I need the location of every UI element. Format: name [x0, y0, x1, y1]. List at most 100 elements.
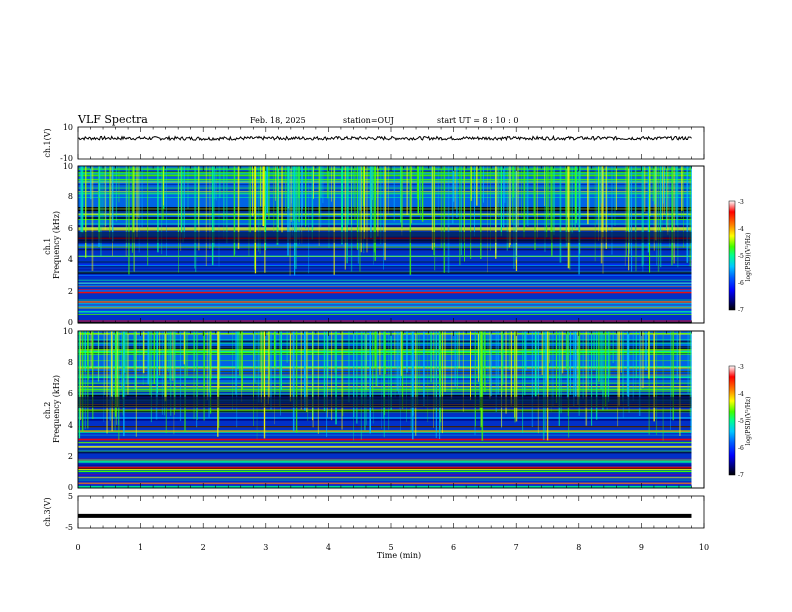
ch2-ytick-10: 10 [63, 327, 73, 336]
ch3-ytick-top: 5 [68, 492, 73, 501]
spectrogram-burst [208, 331, 210, 418]
spectrogram-burst [161, 331, 163, 415]
spectrogram-burst [279, 331, 280, 407]
ch2-cb-tick-5: -5 [738, 418, 744, 425]
spectrogram-burst [640, 331, 642, 390]
spectrogram-burst [691, 166, 692, 260]
spectrogram-burst [521, 166, 522, 218]
spectrogram-burst [686, 166, 689, 263]
start-time-label: start UT = 8 : 10 : 0 [437, 116, 518, 125]
spectrogram-burst [533, 166, 535, 216]
spectrogram-burst [274, 331, 275, 425]
spectrogram-burst [635, 331, 637, 391]
spectrogram-burst [683, 166, 684, 248]
spectrogram-burst [133, 331, 135, 371]
spectrogram-burst [390, 331, 392, 410]
time-tick-label: 2 [201, 543, 206, 552]
spectrogram-burst [566, 331, 569, 399]
spectrogram-burst [580, 166, 581, 219]
spectrogram-burst [546, 331, 549, 441]
spectrogram-burst [322, 166, 324, 204]
spectrogram-band [78, 482, 692, 485]
spectrogram-burst [214, 166, 216, 200]
spectrogram-burst [673, 166, 674, 216]
ch1-ytick-0: 0 [68, 318, 73, 327]
spectrogram-burst [135, 331, 137, 437]
spectrogram-burst [307, 331, 309, 421]
spectrogram-burst [662, 166, 663, 221]
spectrogram-burst [104, 166, 106, 230]
spectrogram-burst [675, 166, 677, 216]
spectrogram-burst [495, 331, 497, 412]
spectrogram-burst [346, 166, 348, 264]
spectrogram-burst [136, 166, 138, 238]
spectrogram-burst [496, 166, 498, 214]
spectrogram-burst [219, 166, 221, 198]
spectrogram-burst [248, 166, 250, 257]
spectrogram-burst [273, 331, 276, 368]
ch2-cb-tick-7: -7 [738, 472, 744, 479]
ch1-ytick-8: 8 [68, 192, 73, 201]
spectrogram-burst [317, 331, 319, 434]
spectrogram-burst [155, 331, 158, 420]
spectrogram-burst [289, 331, 292, 402]
spectrogram-burst [478, 331, 479, 382]
spectrogram-burst [527, 166, 529, 227]
spectrogram-band [78, 468, 692, 470]
spectrogram-burst [102, 166, 104, 228]
spectrogram-band [78, 461, 692, 463]
spectrogram-burst [210, 331, 212, 414]
spectrogram-burst [133, 166, 135, 272]
spectrogram-burst [198, 166, 200, 251]
spectrogram-burst [578, 331, 581, 400]
spectrogram-burst [434, 166, 435, 248]
spectrogram-burst [301, 166, 302, 235]
spectrogram-burst [174, 331, 175, 415]
spectrogram-burst [394, 331, 396, 367]
spectrogram-burst [645, 331, 647, 371]
spectrogram-burst [427, 331, 429, 423]
spectrogram-burst [187, 166, 189, 209]
time-tick-label: 0 [75, 543, 80, 552]
spectrogram-burst [636, 331, 637, 379]
spectrogram-burst [223, 166, 225, 221]
spectrogram-band [78, 476, 692, 479]
spectrogram-burst [437, 166, 439, 211]
spectrogram-burst [579, 331, 581, 390]
ch2-ytick-8: 8 [68, 358, 73, 367]
spectrogram-burst [689, 166, 691, 267]
spectrogram-burst [80, 166, 83, 233]
ch2-colorbar-label: log(PSD)(V²/Hz) [745, 397, 752, 446]
spectrogram-burst [565, 331, 568, 370]
spectrogram-burst [150, 331, 152, 423]
spectrogram-burst [406, 331, 407, 422]
spectrogram-burst [547, 166, 549, 218]
spectrogram-burst [384, 166, 387, 220]
spectrogram-burst [173, 331, 174, 380]
spectrogram-burst [353, 166, 355, 208]
spectrogram-burst [341, 166, 343, 230]
spectrogram-burst [267, 331, 269, 404]
time-tick-label: 4 [326, 543, 331, 552]
spectrogram-burst [372, 331, 374, 424]
spectrogram-burst [122, 331, 124, 399]
spectrogram-band [78, 479, 692, 481]
spectrogram-burst [359, 166, 361, 272]
spectrogram-burst [141, 166, 143, 229]
spectrogram-burst [415, 331, 417, 436]
spectrogram-burst [364, 331, 366, 431]
spectrogram-burst [441, 331, 443, 434]
spectrogram-burst [484, 331, 486, 393]
spectrogram-burst [350, 166, 353, 272]
spectrogram-burst [294, 166, 296, 276]
spectrogram-burst [454, 331, 456, 387]
spectrogram-burst [237, 331, 239, 369]
spectrogram-band [78, 303, 692, 304]
spectrogram-burst [474, 166, 475, 237]
spectrogram-burst [649, 166, 651, 216]
ch2-ylabel-channel: ch.2 [43, 402, 52, 419]
spectrogram-burst [80, 166, 82, 238]
spectrogram-burst [118, 166, 120, 203]
spectrogram-burst [673, 166, 675, 264]
spectrogram-burst [81, 166, 84, 234]
